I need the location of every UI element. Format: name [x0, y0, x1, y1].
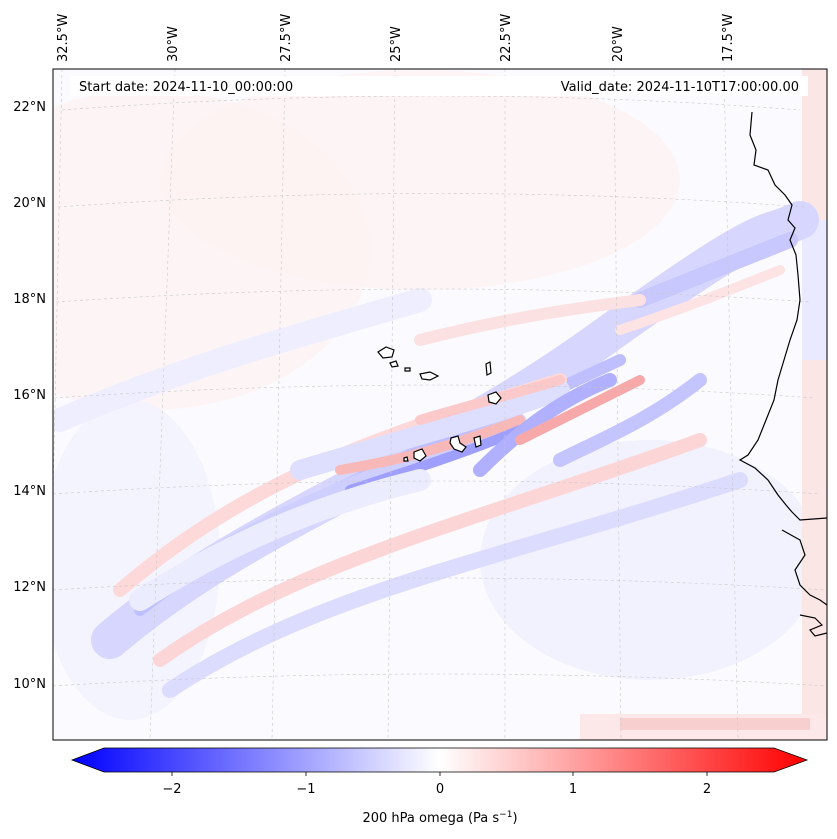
- start-date-label: Start date: 2024-11-10_00:00:00: [79, 80, 293, 95]
- lat-label: 22°N: [13, 100, 46, 115]
- omega-bands: [53, 201, 819, 698]
- lat-label: 16°N: [13, 388, 46, 403]
- africa-coastline: [738, 111, 827, 637]
- colorbar: −2 −1 0 1 2 200 hPa omega (Pa s−1): [70, 747, 809, 826]
- colorbar-body: [70, 747, 809, 773]
- lat-label: 20°N: [13, 196, 46, 211]
- lon-label: 32.5°W: [56, 14, 71, 62]
- omega-field: [53, 69, 827, 740]
- colorbar-tick-label: −2: [162, 782, 181, 797]
- lon-label: 22.5°W: [499, 14, 514, 62]
- lon-label: 27.5°W: [279, 14, 294, 62]
- info-box: [70, 76, 808, 96]
- colorbar-ticks: [171, 772, 708, 776]
- latitude-labels: 22°N 20°N 18°N 16°N 14°N 12°N 10°N: [13, 100, 46, 692]
- longitude-labels: 32.5°W 30°W 27.5°W 25°W 22.5°W 20°W 17.5…: [56, 14, 736, 62]
- colorbar-tick-label: 2: [703, 782, 711, 797]
- lat-label: 14°N: [13, 484, 46, 499]
- colorbar-tick-label: 0: [436, 782, 444, 797]
- colorbar-tick-label: −1: [296, 782, 315, 797]
- map-frame: [52, 68, 828, 741]
- lon-label: 30°W: [166, 26, 181, 62]
- lon-label: 20°W: [611, 26, 626, 62]
- colorbar-label: 200 hPa omega (Pa s−1): [362, 810, 517, 826]
- lat-label: 10°N: [13, 677, 46, 692]
- valid-date-label: Valid_date: 2024-11-10T17:00:00.00: [561, 80, 799, 95]
- lat-label: 18°N: [13, 292, 46, 307]
- lon-label: 25°W: [389, 26, 404, 62]
- lat-label: 12°N: [13, 580, 46, 595]
- lon-label: 17.5°W: [721, 14, 736, 62]
- colorbar-tick-label: 1: [569, 782, 577, 797]
- cape-verde-islands: [377, 346, 502, 462]
